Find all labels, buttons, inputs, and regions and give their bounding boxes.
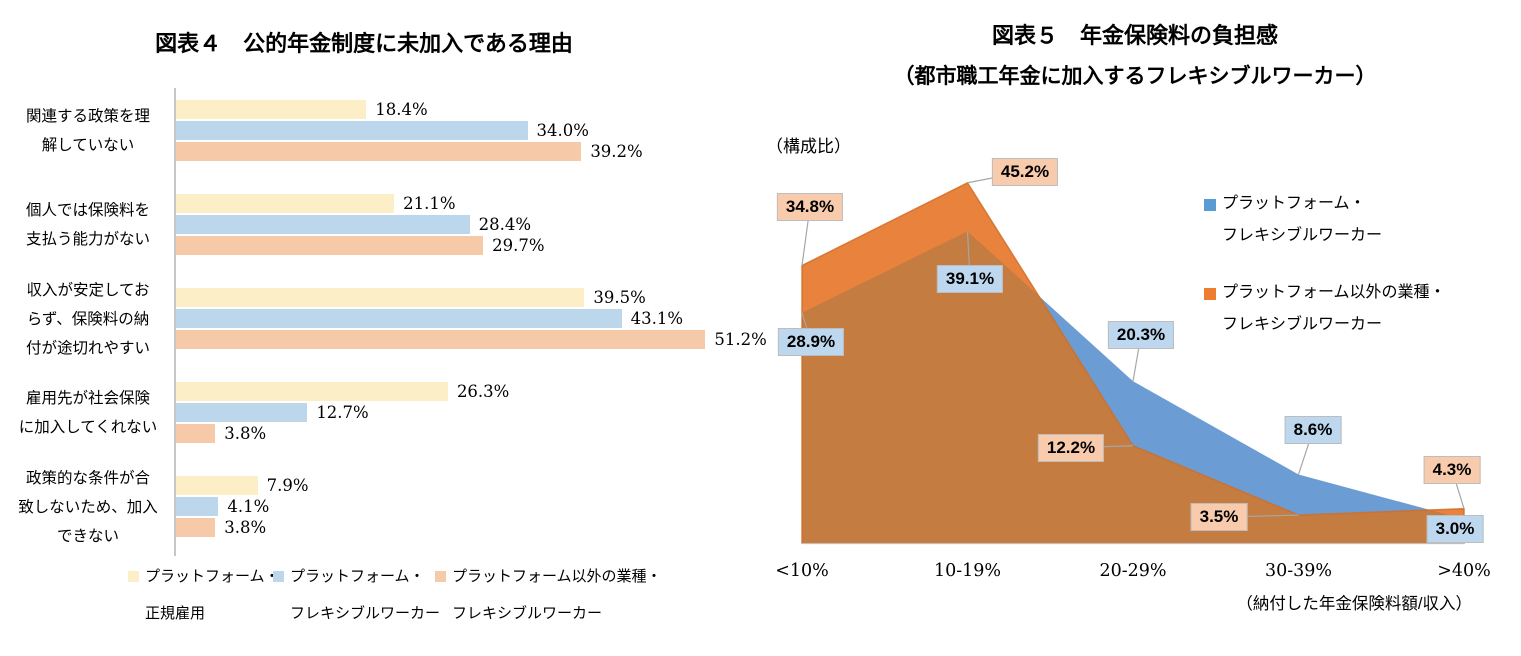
- legend-label-non-platform-flexible: プラットフォーム以外の業種・ フレキシブルワーカー: [1222, 277, 1446, 341]
- category-label-line: 付が途切れやすい: [25, 339, 150, 357]
- data-label-non-platform-flexible: 45.2%: [991, 157, 1059, 186]
- bar-non-platform-flexible: [176, 236, 484, 255]
- x-tick-label: >40%: [1437, 561, 1491, 581]
- x-tick-label: 20-29%: [1099, 561, 1167, 581]
- bar-platform-flexible: [176, 403, 308, 422]
- bar-value-label: 28.4%: [478, 215, 532, 234]
- legend-swatch-platform-flexible: [273, 571, 284, 582]
- data-label-non-platform-flexible: 34.8%: [776, 192, 844, 221]
- bar-value-label: 29.7%: [492, 236, 545, 255]
- category-label-line: 収入が安定してお: [26, 281, 150, 299]
- bar-value-label: 51.2%: [714, 330, 767, 349]
- data-label-platform-flexible: 20.3%: [1107, 321, 1175, 350]
- category-label-line: 致しないため、加入: [18, 498, 158, 516]
- legend-label-line: プラットフォーム・: [1222, 195, 1366, 212]
- bar-platform-regular: [176, 194, 395, 213]
- legend-label-platform-flexible: プラットフォーム・ フレキシブルワーカー: [1222, 188, 1382, 252]
- bar-platform-regular: [176, 382, 448, 401]
- category-label: 関連する政策を理 解していない: [4, 102, 172, 160]
- data-label-platform-flexible: 28.9%: [777, 327, 845, 356]
- x-tick-label: 10-19%: [933, 561, 1002, 581]
- bar-value-label: 34.0%: [536, 121, 589, 140]
- legend-swatch-platform-flexible: [1204, 199, 1216, 211]
- area-overlap: [802, 231, 1464, 543]
- bar-value-label: 43.1%: [630, 309, 684, 328]
- data-label-non-platform-flexible: 3.5%: [1190, 503, 1248, 532]
- bar-value-label: 3.8%: [224, 424, 267, 443]
- x-tick-label: 30-39%: [1264, 561, 1333, 581]
- category-label: 個人では保険料を 支払う能力がない: [4, 196, 172, 254]
- legend-label-line: プラットフォーム・: [145, 568, 280, 585]
- legend-label-line: フレキシブルワーカー: [290, 605, 441, 622]
- legend-label-line: フレキシブルワーカー: [1222, 227, 1383, 244]
- category-label-line: 解していない: [41, 137, 135, 154]
- data-label-non-platform-flexible: 12.2%: [1037, 433, 1105, 462]
- legend-label-line: プラットフォーム以外の業種・: [452, 568, 662, 585]
- figure4-title: 図表４ 公的年金制度に未加入である理由: [155, 31, 573, 56]
- legend-swatch-platform-regular: [128, 571, 139, 582]
- bar-value-label: 7.9%: [266, 476, 309, 495]
- bar-value-label: 39.2%: [590, 142, 643, 161]
- bar-platform-flexible: [176, 215, 470, 234]
- bar-platform-regular: [176, 476, 258, 495]
- data-label-platform-flexible: 8.6%: [1284, 416, 1342, 445]
- figure5-x-axis-note: （納付した年金保険料額/収入）: [1236, 595, 1472, 613]
- x-tick-label: <10%: [775, 561, 829, 581]
- legend-label-non-platform-flexible: プラットフォーム以外の業種・ フレキシブルワーカー: [452, 558, 662, 632]
- bar-non-platform-flexible: [176, 424, 216, 443]
- figure5-title-line1: 図表５ 年金保険料の負担感: [991, 23, 1278, 48]
- bar-platform-flexible: [176, 497, 219, 516]
- bar-value-label: 18.4%: [375, 100, 428, 119]
- bar-non-platform-flexible: [176, 330, 706, 349]
- data-label-platform-flexible: 39.1%: [936, 265, 1004, 294]
- category-label-line: 関連する政策を理: [25, 108, 150, 125]
- bar-platform-regular: [176, 288, 585, 307]
- figure4-y-axis-line: [174, 88, 176, 556]
- category-label-line: 政策的な条件が合: [25, 469, 150, 487]
- legend-label-line: 正規雇用: [145, 605, 206, 622]
- bar-value-label: 3.8%: [224, 518, 267, 537]
- legend-swatch-non-platform-flexible: [435, 571, 446, 582]
- bar-platform-flexible: [176, 309, 622, 328]
- data-label-platform-flexible: 3.0%: [1426, 515, 1484, 544]
- bar-value-label: 26.3%: [456, 382, 510, 401]
- bar-value-label: 21.1%: [403, 194, 456, 213]
- bar-value-label: 4.1%: [227, 497, 270, 516]
- category-label: 雇用先が社会保険 に加入してくれない: [4, 384, 172, 442]
- bar-non-platform-flexible: [176, 518, 216, 537]
- category-label-line: 個人では保険料を: [25, 202, 150, 219]
- category-label-line: できない: [56, 527, 119, 545]
- data-label-non-platform-flexible: 4.3%: [1423, 455, 1481, 484]
- legend-label-line: プラットフォーム以外の業種・: [1222, 284, 1446, 301]
- category-label-line: 雇用先が社会保険: [25, 390, 150, 407]
- category-label: 収入が安定してお らず、保険料の納 付が途切れやすい: [4, 276, 172, 363]
- category-label-line: 支払う能力がない: [25, 231, 150, 248]
- category-label-line: らず、保険料の納: [26, 310, 150, 328]
- legend-label-platform-regular: プラットフォーム・ 正規雇用: [145, 558, 280, 632]
- bar-value-label: 39.5%: [593, 288, 646, 307]
- bar-platform-regular: [176, 100, 367, 119]
- figure5-title-line2: （都市職工年金に加入するフレキシブルワーカー）: [893, 65, 1377, 88]
- bar-value-label: 12.7%: [316, 403, 369, 422]
- figure5-y-axis-note: （構成比）: [766, 137, 851, 156]
- category-label-line: に加入してくれない: [18, 419, 158, 436]
- bar-non-platform-flexible: [176, 142, 582, 161]
- category-label: 政策的な条件が合 致しないため、加入 できない: [4, 464, 172, 551]
- bar-platform-flexible: [176, 121, 528, 140]
- legend-label-line: プラットフォーム・: [290, 568, 425, 585]
- legend-swatch-non-platform-flexible: [1204, 288, 1216, 300]
- legend-label-platform-flexible: プラットフォーム・ フレキシブルワーカー: [290, 558, 440, 632]
- legend-label-line: フレキシブルワーカー: [1222, 316, 1383, 333]
- legend-label-line: フレキシブルワーカー: [452, 605, 603, 622]
